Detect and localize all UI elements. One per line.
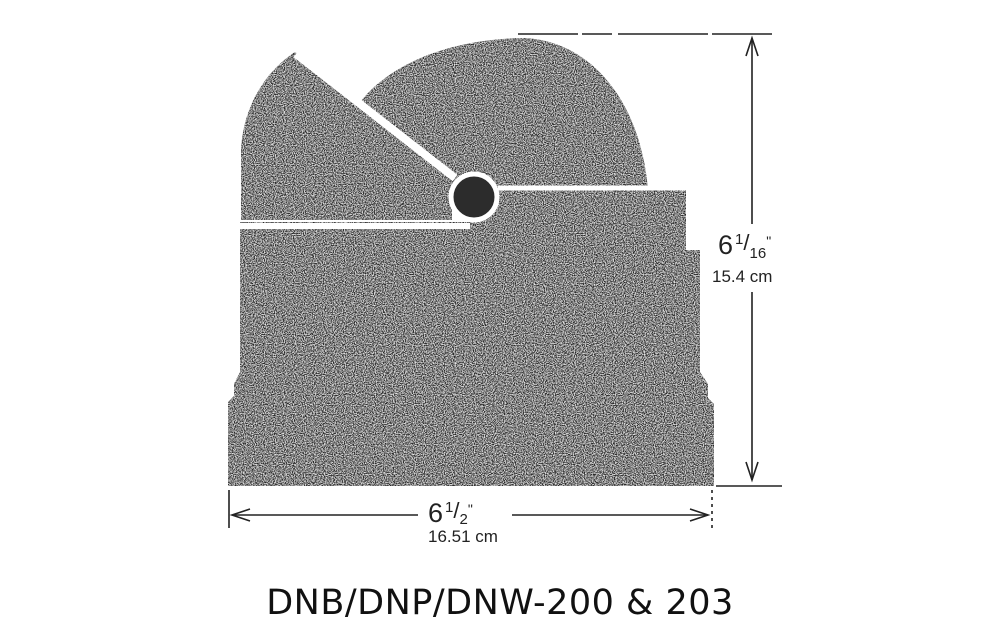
width-metric: 16.51 cm [428,527,498,546]
compass-body-upper [240,188,686,232]
width-arrowhead-right-icon [689,508,711,522]
height-numerator: 1 [735,231,743,248]
width-denominator: 2 [460,511,468,528]
svg-text:61/16": 6 1/16" [718,230,771,262]
width-whole: 6 [428,498,443,528]
height-denominator: 16 [750,245,767,262]
compass-silhouette [228,38,714,486]
height-whole: 6 [718,230,733,260]
height-label: 6 1/16" 15.4 cm [712,230,772,286]
compass-base [228,232,714,486]
hinge-pivot-icon [448,171,500,223]
width-label: 6 1/2" 16.51 cm [428,498,498,546]
width-arrowhead-left-icon [229,508,251,522]
height-arrowhead-down-icon [745,461,759,483]
height-dimension [518,33,782,487]
svg-text:61/2": 6 1/2" [428,498,473,528]
height-arrowhead-up-icon [745,35,759,57]
width-numerator: 1 [445,499,453,516]
height-metric: 15.4 cm [712,267,772,286]
height-inch-mark: " [766,233,771,249]
model-caption-text: DNB/DNP/DNW-200 & 203 [266,583,734,623]
compass-hinge-details [240,50,686,229]
height-fraction-slash: / [743,230,750,255]
hood-gap-line [293,50,458,182]
compass-hood [241,52,452,220]
width-inch-mark: " [468,501,473,517]
model-caption: DNB/DNP/DNW-200 & 203 [0,583,1000,631]
width-dimension [228,490,713,528]
width-fraction-slash: / [453,498,460,523]
